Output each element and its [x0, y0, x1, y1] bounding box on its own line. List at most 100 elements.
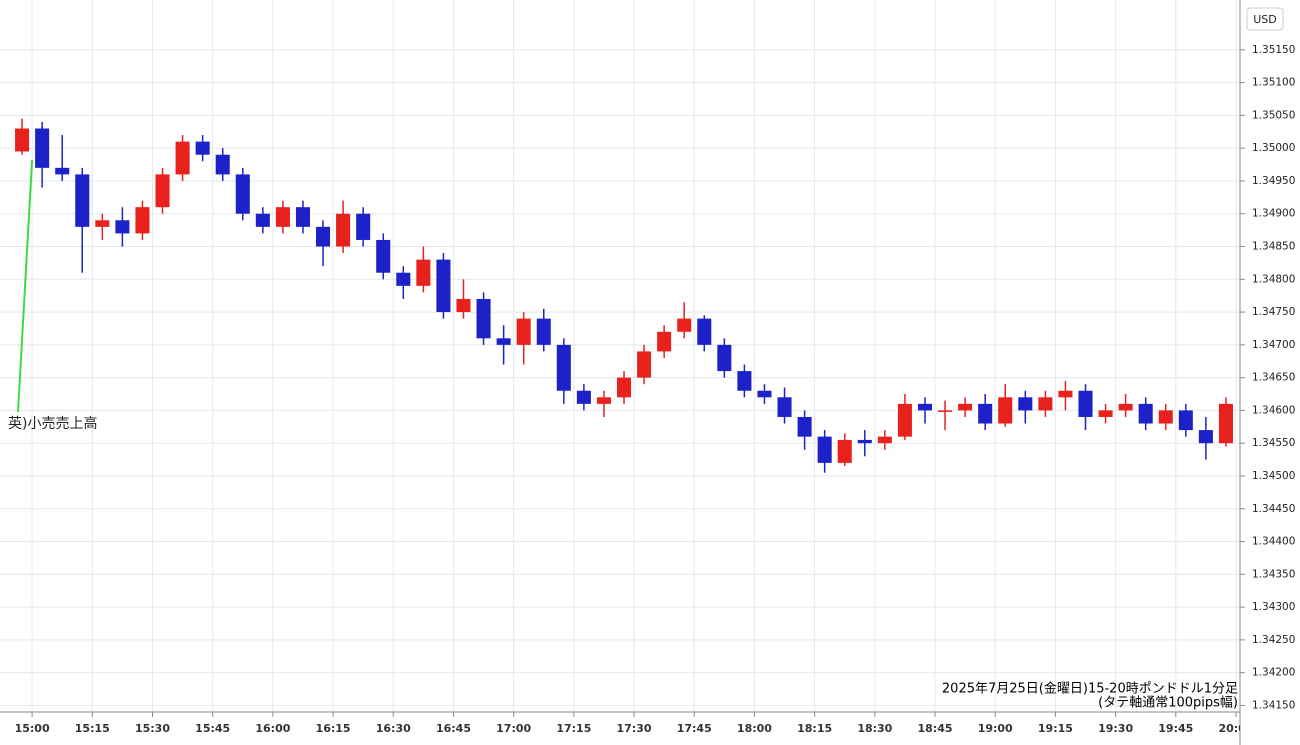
candle-body: [998, 397, 1013, 424]
x-tick-label: 17:45: [677, 722, 712, 735]
candle-body: [55, 167, 70, 175]
y-axis: 1.34150 1.34200 1.34250 1.34300 1.34350 1.344…: [1240, 44, 1295, 711]
y-tick-label: 1.34750: [1252, 306, 1295, 318]
candle-body: [616, 377, 632, 398]
candle-body: [135, 207, 150, 234]
candle-body: [1158, 410, 1173, 424]
candle-body: [316, 226, 331, 247]
candle-body: [115, 220, 130, 234]
candle-body: [576, 390, 591, 404]
candle-body: [958, 403, 973, 411]
candle-body: [657, 331, 672, 352]
y-tick-label: 1.35100: [1252, 77, 1295, 89]
candle-body: [516, 318, 531, 345]
x-axis: 15:00 15:15 15:30 15:45 16:00 16:15 16:30 16:45…: [15, 712, 1253, 735]
candle-body: [1178, 410, 1193, 431]
candle-body: [737, 371, 752, 391]
candle-body: [1018, 397, 1033, 411]
x-tick-label: 19:00: [978, 722, 1013, 735]
candle-body: [235, 174, 250, 214]
candle-body: [15, 128, 30, 152]
x-tick-label: 15:45: [195, 722, 230, 735]
candle-body: [195, 141, 210, 155]
x-tick-label: 19:15: [1038, 722, 1073, 735]
candle-body: [1138, 403, 1153, 424]
candle-body: [356, 213, 371, 240]
candle-body: [1038, 397, 1053, 411]
candle-body: [797, 416, 812, 437]
candle-body: [917, 403, 933, 411]
x-tick-label: 16:30: [376, 722, 411, 735]
y-axis-label: USD: [1253, 13, 1277, 26]
candle-body: [1058, 390, 1073, 398]
candle-body: [1098, 410, 1113, 417]
candle-body: [476, 298, 491, 339]
candle-body: [95, 220, 110, 227]
candle-body: [175, 141, 190, 175]
x-tick-label: 16:00: [255, 722, 290, 735]
candle-body: [1078, 390, 1093, 417]
x-tick-label: 17:00: [496, 722, 531, 735]
candle-body: [817, 436, 832, 463]
x-tick-label: 17:30: [617, 722, 652, 735]
y-tick-label: 1.34900: [1252, 208, 1295, 220]
x-tick-label: 18:45: [918, 722, 953, 735]
candle-body: [777, 397, 792, 417]
candle-body: [857, 439, 872, 444]
y-tick-label: 1.34500: [1252, 470, 1295, 482]
candle-body: [75, 174, 90, 227]
x-tick-label: 15:00: [15, 722, 50, 735]
candle-body: [556, 344, 571, 391]
candle-body: [697, 318, 712, 345]
x-tick-label: 15:15: [75, 722, 110, 735]
plot: [15, 118, 1233, 473]
candle-body: [717, 344, 732, 372]
y-tick-label: 1.34200: [1252, 667, 1295, 679]
candle-body: [436, 259, 451, 313]
candle-body: [416, 259, 431, 286]
candle-body: [1218, 403, 1233, 444]
candle-body: [336, 213, 351, 247]
x-tick-label: 16:45: [436, 722, 471, 735]
y-tick-label: 1.34600: [1252, 404, 1295, 416]
y-tick-label: 1.34950: [1252, 175, 1295, 187]
candle-body: [536, 318, 551, 345]
x-tick-label: 19:30: [1098, 722, 1133, 735]
y-tick-label: 1.34250: [1252, 634, 1295, 646]
x-tick-label: 19:45: [1158, 722, 1193, 735]
candle-body: [35, 128, 50, 168]
x-tick-label: 16:15: [316, 722, 351, 735]
y-tick-label: 1.34700: [1252, 339, 1295, 351]
candle-body: [1118, 403, 1133, 411]
candle-body: [275, 207, 290, 227]
footnote: (タテ軸通常100pips幅): [1098, 696, 1238, 711]
x-tick-label: 15:30: [135, 722, 170, 735]
y-tick-label: 1.34150: [1252, 699, 1295, 711]
x-tick-label: 20:00: [1218, 722, 1253, 735]
candle-body: [978, 403, 993, 424]
candle-body: [837, 439, 852, 463]
y-tick-label: 1.34650: [1252, 372, 1295, 384]
y-tick-label: 1.34400: [1252, 536, 1295, 548]
annotation-line: [17, 159, 34, 413]
candle-body: [1198, 430, 1213, 444]
candle-body: [295, 207, 310, 227]
y-tick-label: 1.35150: [1252, 44, 1295, 56]
x-tick-label: 18:00: [737, 722, 772, 735]
candle-body: [938, 410, 953, 412]
y-tick-label: 1.34550: [1252, 437, 1295, 449]
footnote: 2025年7月25日(金曜日)15-20時ポンドドル1分足: [942, 681, 1238, 697]
candle-body: [396, 272, 411, 286]
x-tick-label: 17:15: [556, 722, 591, 735]
candle-body: [456, 298, 471, 313]
candle-body: [496, 338, 511, 345]
y-tick-label: 1.34450: [1252, 503, 1295, 515]
candle-body: [215, 154, 230, 175]
y-tick-label: 1.34850: [1252, 241, 1295, 253]
candle-body: [757, 390, 772, 398]
candle-body: [155, 174, 170, 208]
y-tick-label: 1.35050: [1252, 109, 1295, 121]
y-tick-label: 1.34800: [1252, 273, 1295, 285]
candle-body: [897, 403, 912, 437]
